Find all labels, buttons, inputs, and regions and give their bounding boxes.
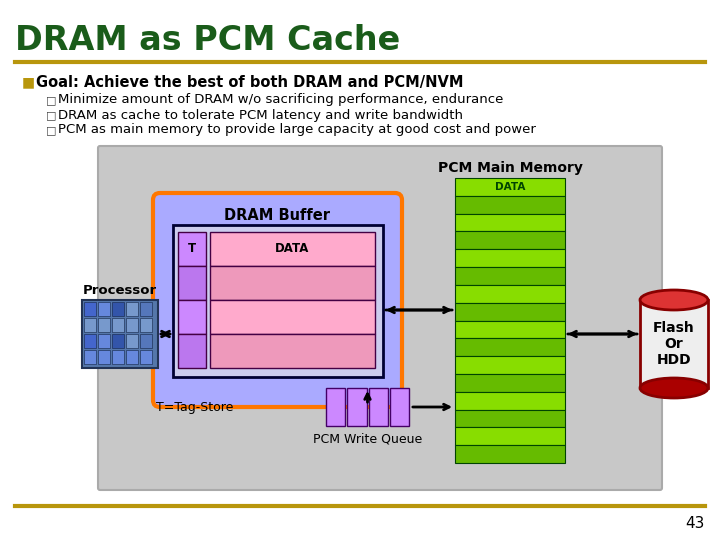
Bar — [210, 334, 375, 368]
Bar — [455, 321, 565, 339]
Bar — [178, 300, 206, 334]
Bar — [84, 350, 96, 364]
Text: PCM as main memory to provide large capacity at good cost and power: PCM as main memory to provide large capa… — [58, 124, 536, 137]
Bar — [455, 249, 565, 267]
Bar — [126, 350, 138, 364]
Text: DRAM as PCM Cache: DRAM as PCM Cache — [15, 24, 400, 57]
Bar — [640, 300, 708, 388]
Bar — [455, 427, 565, 445]
Bar — [369, 388, 388, 426]
Text: T=Tag-Store: T=Tag-Store — [156, 402, 234, 415]
Ellipse shape — [640, 378, 708, 398]
Bar — [326, 388, 346, 426]
Text: PCM Main Memory: PCM Main Memory — [438, 161, 582, 175]
Bar — [455, 356, 565, 374]
Bar — [112, 318, 124, 332]
Bar — [455, 445, 565, 463]
Text: 43: 43 — [685, 516, 705, 531]
Text: □: □ — [46, 95, 56, 105]
Bar — [82, 300, 158, 368]
Bar — [455, 339, 565, 356]
Bar — [178, 266, 206, 300]
Bar — [178, 232, 206, 266]
Text: PCM Write Queue: PCM Write Queue — [313, 433, 422, 446]
Bar — [210, 232, 375, 266]
Bar — [140, 350, 152, 364]
Text: Processor: Processor — [83, 284, 157, 296]
Text: □: □ — [46, 110, 56, 120]
Text: ■: ■ — [22, 75, 35, 89]
FancyBboxPatch shape — [98, 146, 662, 490]
Text: Goal: Achieve the best of both DRAM and PCM/NVM: Goal: Achieve the best of both DRAM and … — [36, 75, 464, 90]
Bar — [455, 196, 565, 214]
Bar — [112, 302, 124, 316]
Bar — [112, 350, 124, 364]
Text: Flash
Or
HDD: Flash Or HDD — [653, 321, 695, 367]
Bar — [98, 350, 110, 364]
Bar — [126, 302, 138, 316]
Bar — [455, 178, 565, 196]
Bar — [455, 374, 565, 391]
Bar — [98, 318, 110, 332]
Bar — [84, 334, 96, 348]
Bar — [455, 232, 565, 249]
Bar — [98, 302, 110, 316]
Bar — [210, 266, 375, 300]
Text: T: T — [188, 242, 196, 255]
Bar — [390, 388, 409, 426]
Bar — [140, 334, 152, 348]
Bar — [347, 388, 366, 426]
Bar — [455, 303, 565, 321]
Bar — [140, 318, 152, 332]
Bar — [173, 225, 383, 377]
Bar — [455, 392, 565, 409]
Text: Minimize amount of DRAM w/o sacrificing performance, endurance: Minimize amount of DRAM w/o sacrificing … — [58, 93, 503, 106]
Text: DRAM Buffer: DRAM Buffer — [225, 207, 330, 222]
Bar — [84, 318, 96, 332]
Text: DATA: DATA — [495, 182, 525, 192]
Bar — [210, 300, 375, 334]
FancyBboxPatch shape — [153, 193, 402, 407]
Bar — [178, 334, 206, 368]
Text: DATA: DATA — [275, 242, 310, 255]
Bar — [112, 334, 124, 348]
Bar — [455, 214, 565, 232]
Text: DRAM as cache to tolerate PCM latency and write bandwidth: DRAM as cache to tolerate PCM latency an… — [58, 109, 463, 122]
Bar — [126, 334, 138, 348]
Bar — [455, 285, 565, 303]
Bar — [140, 302, 152, 316]
Text: □: □ — [46, 125, 56, 135]
Bar — [455, 267, 565, 285]
Bar — [126, 318, 138, 332]
Bar — [84, 302, 96, 316]
Ellipse shape — [640, 290, 708, 310]
Bar — [455, 409, 565, 427]
Bar — [98, 334, 110, 348]
